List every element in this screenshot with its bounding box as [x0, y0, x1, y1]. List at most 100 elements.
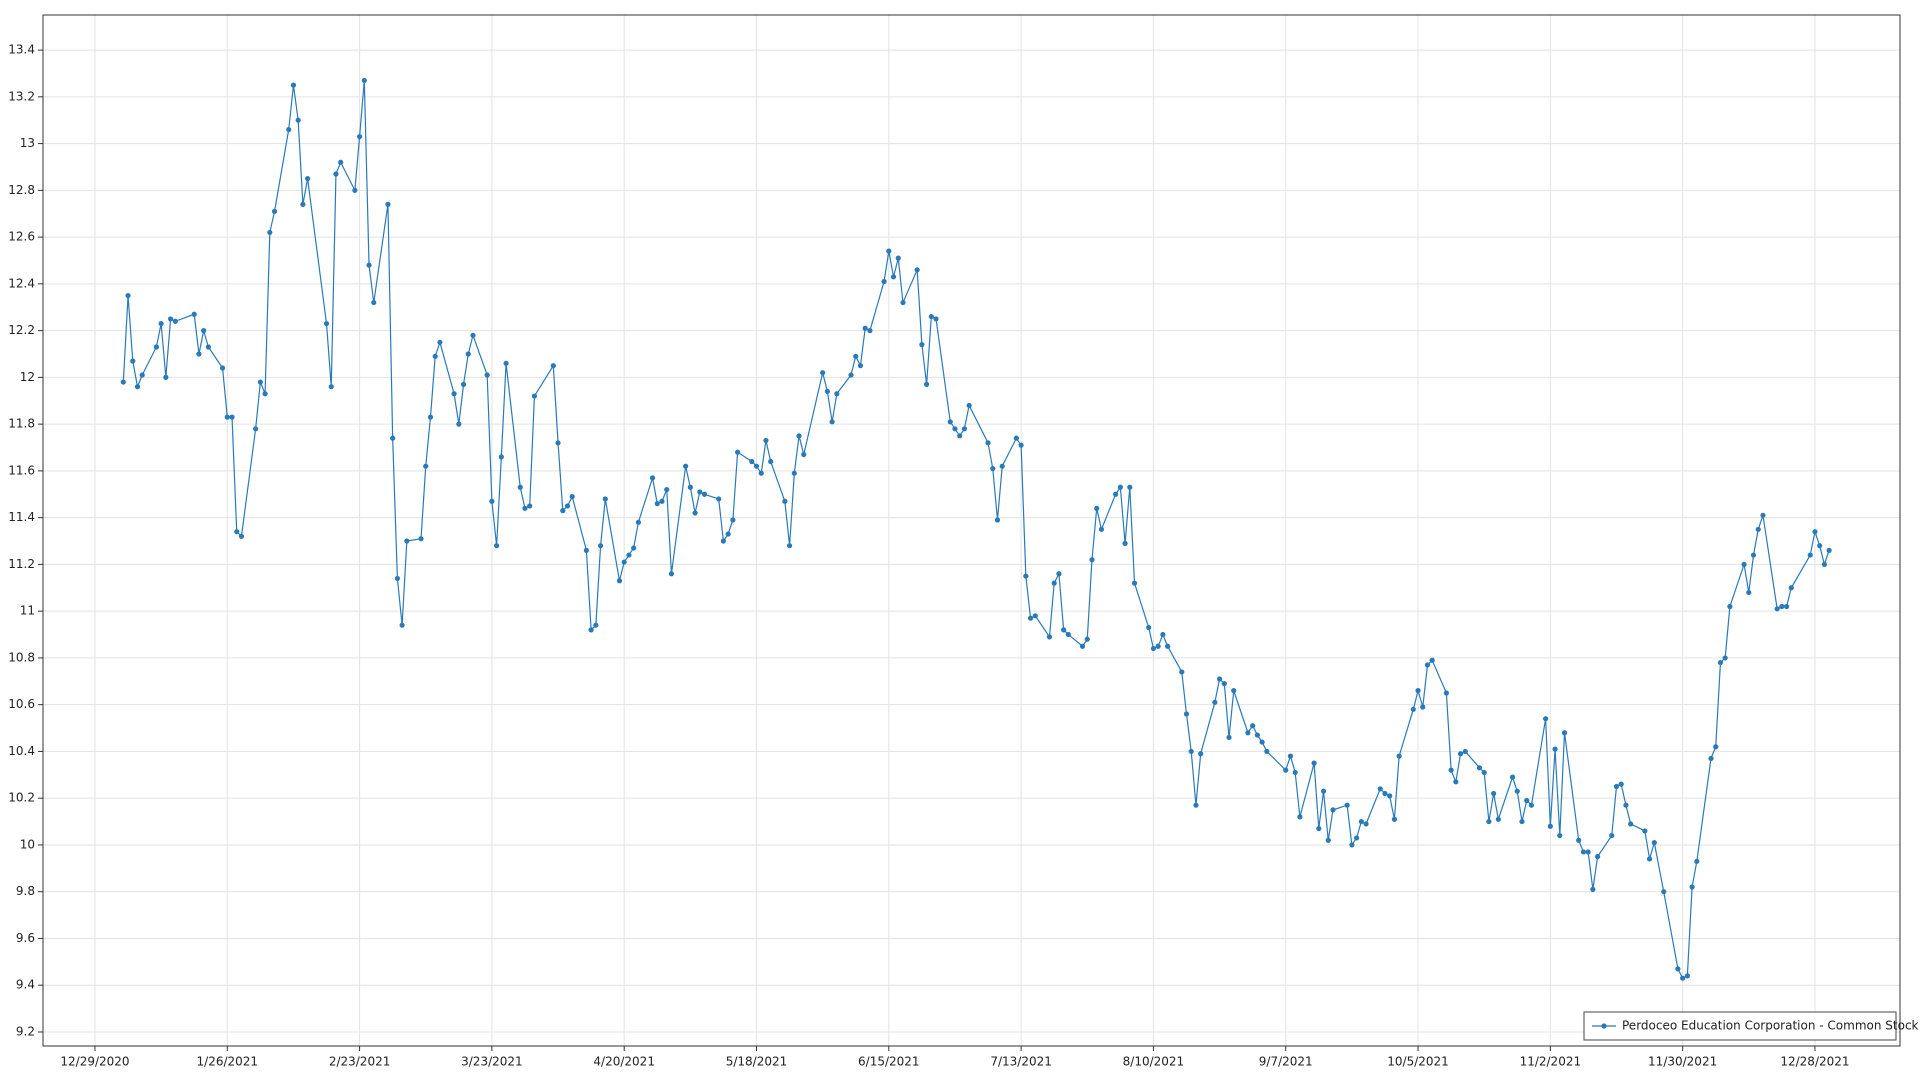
data-point — [1661, 889, 1667, 895]
data-point — [1349, 842, 1355, 848]
data-point — [716, 496, 722, 502]
data-point — [725, 531, 731, 537]
data-point — [1245, 730, 1251, 736]
legend-marker — [1601, 1023, 1607, 1029]
data-point — [1363, 821, 1369, 827]
data-point — [338, 159, 344, 165]
y-tick-label: 11.4 — [8, 510, 35, 524]
data-point — [1561, 730, 1568, 736]
data-point — [1188, 748, 1194, 755]
data-point — [356, 133, 363, 140]
data-point — [437, 339, 443, 345]
data-point — [1179, 669, 1185, 675]
data-point — [167, 316, 174, 322]
data-point — [801, 451, 807, 458]
data-point — [238, 533, 245, 539]
data-point — [494, 543, 500, 549]
data-point — [139, 372, 145, 378]
data-point — [404, 538, 410, 544]
data-point — [1320, 788, 1327, 794]
data-point — [1297, 814, 1303, 820]
data-point — [328, 384, 334, 390]
data-point — [257, 379, 263, 385]
legend: Perdoceo Education Corporation - Common … — [1583, 1011, 1919, 1041]
data-point — [1410, 706, 1416, 712]
series-line — [122, 80, 1830, 980]
data-point — [1391, 816, 1398, 822]
data-point — [1760, 512, 1766, 518]
x-tick-label: 9/7/2021 — [1259, 1055, 1313, 1069]
data-point — [668, 571, 675, 577]
data-point — [1250, 723, 1256, 729]
data-point — [1127, 484, 1133, 490]
data-point — [697, 489, 703, 495]
data-point — [352, 187, 358, 193]
data-point — [1623, 802, 1629, 808]
data-point — [1557, 832, 1563, 839]
data-point — [451, 391, 457, 397]
data-point — [583, 547, 589, 553]
data-point — [924, 381, 930, 387]
x-tick-label: 12/28/2021 — [1780, 1055, 1849, 1069]
data-point — [735, 449, 741, 455]
data-point — [564, 503, 571, 509]
data-point — [1358, 818, 1364, 825]
data-point — [1254, 732, 1260, 738]
data-point — [867, 328, 873, 334]
data-point — [262, 391, 268, 397]
x-tick-label: 11/2/2021 — [1520, 1055, 1582, 1069]
data-point — [484, 372, 490, 378]
y-tick-label: 9.4 — [16, 978, 35, 992]
data-point — [555, 440, 561, 446]
data-point — [1826, 547, 1832, 553]
data-point — [720, 538, 727, 544]
data-point — [1424, 662, 1431, 668]
data-point — [569, 494, 575, 500]
data-point — [229, 414, 235, 420]
data-point — [890, 274, 897, 280]
data-point — [692, 510, 698, 516]
y-tick-label: 10.6 — [8, 697, 35, 711]
data-point — [498, 454, 504, 460]
data-point — [333, 171, 339, 177]
data-point — [1122, 540, 1128, 546]
data-point — [957, 433, 963, 439]
data-point — [172, 318, 178, 324]
data-point — [1164, 643, 1171, 649]
data-point — [1311, 760, 1317, 766]
y-tick-label: 11 — [20, 604, 35, 618]
data-point — [1443, 690, 1449, 696]
y-tick-label: 9.8 — [16, 884, 35, 898]
data-point — [616, 578, 623, 584]
data-point — [1387, 793, 1393, 799]
data-point — [267, 229, 273, 236]
data-point — [1032, 613, 1038, 619]
y-tick-label: 10.2 — [8, 791, 35, 805]
x-tick-label: 12/29/2020 — [60, 1055, 129, 1069]
data-point — [853, 353, 859, 359]
data-point — [1746, 589, 1752, 596]
data-point — [1750, 552, 1757, 558]
data-point — [1580, 849, 1587, 855]
data-point — [1495, 816, 1501, 822]
data-point — [1476, 765, 1483, 771]
data-point — [418, 536, 424, 542]
data-point — [791, 470, 797, 476]
data-point — [597, 543, 604, 549]
data-point — [631, 545, 637, 551]
data-point — [1221, 681, 1227, 687]
data-point — [1287, 753, 1294, 759]
data-point — [1448, 767, 1454, 773]
data-point — [1812, 529, 1818, 535]
data-point — [456, 421, 462, 427]
x-tick-label: 1/26/2021 — [197, 1055, 259, 1069]
data-point — [683, 463, 689, 469]
data-point — [1023, 573, 1029, 579]
data-point — [588, 627, 594, 633]
data-point — [1013, 435, 1019, 441]
data-point — [1576, 837, 1582, 843]
data-point — [1084, 636, 1090, 642]
data-point — [1817, 543, 1823, 549]
y-tick-label: 13.2 — [8, 89, 35, 103]
